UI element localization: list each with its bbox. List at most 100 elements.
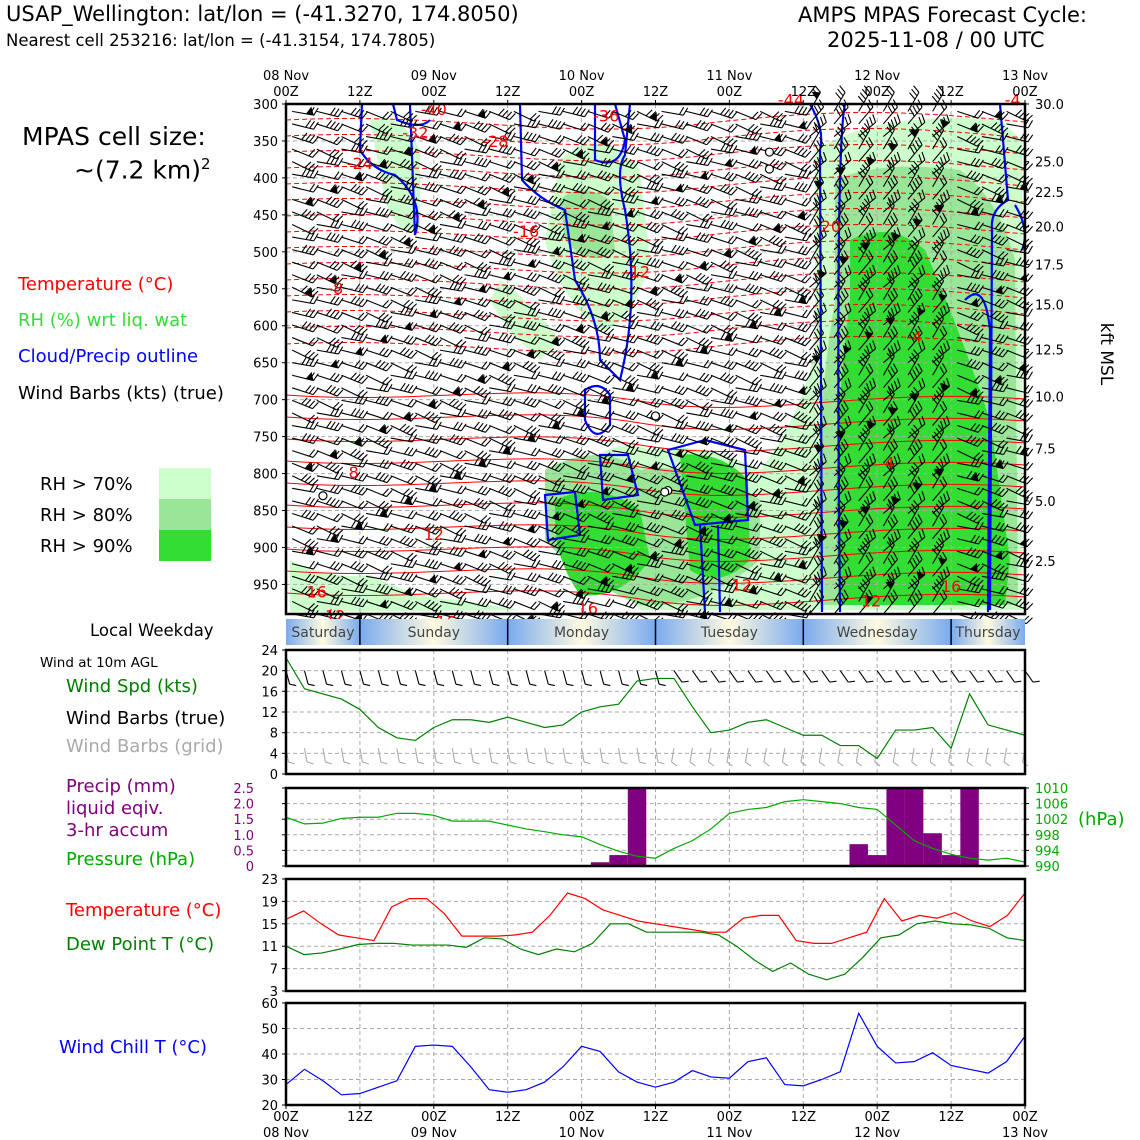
- wind-barb-flag: [744, 206, 751, 215]
- wind-barb-flag: [621, 157, 628, 166]
- wind-barb-flag: [720, 408, 726, 416]
- wind-barb: [686, 272, 713, 285]
- wind-barb-flag: [797, 182, 804, 191]
- wind-barb-flag: [386, 461, 393, 469]
- wind-barb: [316, 136, 344, 146]
- wind-barb-flag: [887, 143, 893, 152]
- wind-barb: [760, 270, 787, 283]
- wind-barb: [833, 137, 849, 163]
- wind-barb: [513, 396, 541, 408]
- wind-barb-flag: [682, 170, 689, 179]
- wind-barb: [661, 321, 689, 333]
- wind-barb: [513, 131, 541, 143]
- wind-barb-flag: [629, 397, 636, 406]
- wind-barb: [636, 425, 664, 436]
- wind-barb: [513, 118, 541, 129]
- wind-barb: [636, 161, 664, 171]
- wind-barb-flag: [484, 188, 492, 196]
- wind-barb: [538, 119, 566, 130]
- wind-barb: [957, 122, 984, 133]
- wind-barb-flag: [893, 154, 898, 163]
- wind-barb-flag: [453, 156, 459, 165]
- wind-barb-flag: [326, 420, 332, 429]
- wind-barb-flag: [477, 220, 484, 229]
- wind-barb: [316, 232, 344, 243]
- wind-barb-flag: [481, 158, 488, 167]
- wind-barb: [439, 450, 467, 460]
- wind-barb: [365, 411, 393, 421]
- wind-barb-pennant: [624, 124, 633, 134]
- wind-barb: [415, 386, 443, 396]
- wind-barb-staff: [759, 362, 781, 373]
- wind-barb: [710, 260, 738, 273]
- wind-barb-flag: [554, 149, 562, 157]
- wind-barb-flag: [1001, 112, 1009, 121]
- wind-barb-staff: [784, 135, 806, 144]
- wind-barb: [686, 399, 713, 411]
- wind-barb-flag: [354, 408, 361, 417]
- wind-barb-flag: [502, 131, 508, 140]
- wind-barb-staff: [365, 487, 387, 498]
- wind-barb: [538, 135, 566, 144]
- wind-barb-flag: [361, 111, 369, 119]
- wind-barb-staff: [735, 299, 757, 309]
- wind-barb: [439, 245, 467, 257]
- wind-barb: [341, 183, 369, 196]
- wind-barb-staff: [513, 487, 534, 499]
- wind-barb-flag: [671, 168, 677, 177]
- wind-barb-flag: [502, 396, 509, 405]
- wind-barb-flag: [305, 245, 312, 254]
- wind-barb-flag: [813, 105, 819, 114]
- wind-barb-flag: [350, 143, 357, 152]
- wind-barb-flag: [329, 233, 336, 241]
- wind-barb-flag: [477, 185, 484, 193]
- wind-barb: [489, 485, 516, 498]
- wind-barb-flag: [720, 107, 727, 115]
- wind-barb-flag: [407, 119, 414, 128]
- wind-barb-staff: [291, 387, 314, 396]
- wind-barb-staff: [710, 387, 731, 398]
- wind-barb-flag: [460, 235, 467, 243]
- wind-barb: [735, 374, 762, 386]
- wind-barb: [390, 173, 418, 185]
- temperature-isotherm-solid: [285, 480, 1026, 496]
- wind-barb-flag: [893, 116, 898, 126]
- wind-barb: [390, 411, 418, 422]
- wind-barb-flag: [773, 146, 780, 154]
- wind-barb-flag: [485, 111, 492, 119]
- wind-barb: [488, 373, 516, 386]
- wind-barb-flag: [510, 461, 516, 469]
- wind-barb-flag: [557, 165, 565, 172]
- wind-barb: [291, 412, 319, 424]
- wind-barb-flag: [510, 209, 516, 218]
- wind-barb-flag: [600, 171, 607, 179]
- wind-barb: [291, 273, 319, 284]
- wind-barb-flag: [473, 121, 481, 129]
- wind-barb: [710, 183, 738, 196]
- wind-barb-flag: [309, 183, 315, 192]
- wind-barb-flag: [375, 206, 382, 215]
- wind-barb-flag: [453, 170, 459, 178]
- wind-barb-flag: [632, 161, 640, 169]
- wind-barb-flag: [896, 114, 901, 123]
- wind-barb: [907, 114, 926, 137]
- wind-barb: [439, 156, 467, 167]
- wind-barb-flag: [333, 234, 340, 242]
- wind-barb-staff: [316, 249, 338, 257]
- wind-barb-flag: [333, 136, 340, 144]
- wind-barb-flag: [769, 158, 776, 166]
- wind-barb-flag: [678, 372, 685, 380]
- wind-barb: [291, 208, 319, 221]
- wind-barb-flag: [621, 122, 628, 129]
- wind-barb-flag: [551, 371, 558, 379]
- wind-barb-flag: [484, 125, 492, 133]
- wind-barbs-true-label: Wind Barbs (true): [66, 708, 226, 729]
- wind-barb: [464, 283, 492, 294]
- wind-barb: [439, 185, 467, 195]
- wind-barb-flag: [530, 161, 537, 169]
- wind-barb-staff: [735, 186, 756, 197]
- wind-barb: [439, 421, 467, 432]
- wind-barb-flag: [510, 147, 516, 155]
- wind-barb-flag: [798, 169, 804, 177]
- wind-barb-flag: [776, 161, 784, 169]
